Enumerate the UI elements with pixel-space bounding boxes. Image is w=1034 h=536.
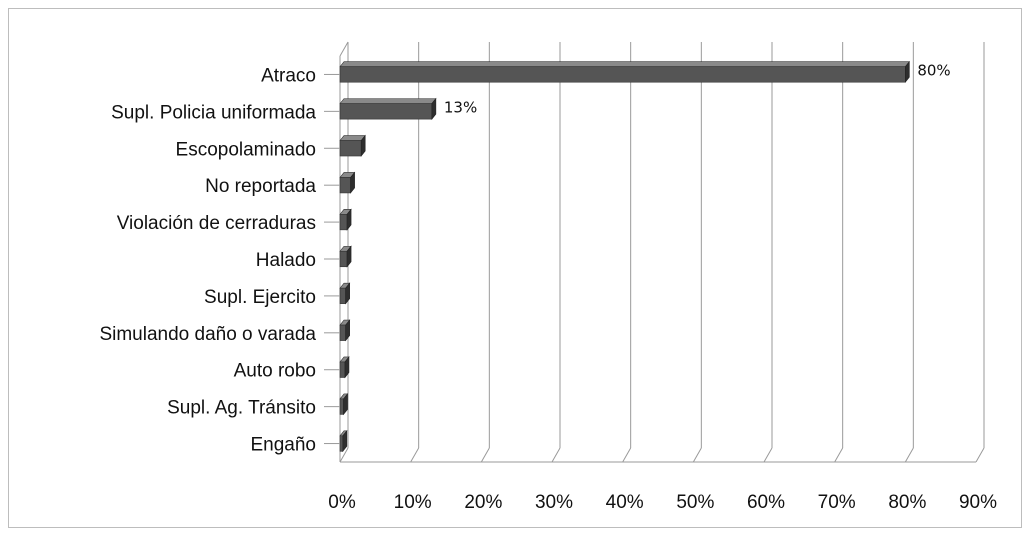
x-tick-label: 60% [747,492,785,513]
gridline-floor-60 [763,447,773,463]
x-tick-label: 30% [535,492,573,513]
category-label: No reportada [205,176,316,197]
x-tick-label: 20% [464,492,502,513]
x-tick-label: 70% [818,492,856,513]
category-label: Supl. Ag. Tránsito [167,398,316,419]
bar-5 [339,208,352,231]
category-label: Halado [256,250,316,271]
bar-3 [339,134,366,157]
bar-front-face [339,214,348,231]
bar-end-face [345,282,350,305]
bar-end-face [350,171,355,194]
category-label: Auto robo [234,361,316,382]
category-label: Simulando daño o varada [99,324,316,345]
bar-end-face [345,319,350,342]
bar-9 [339,356,350,379]
category-label: Violación de cerraduras [117,213,316,234]
bar-top-face [339,98,437,104]
gridline-floor-30 [551,447,561,463]
gridline-floor-70 [834,447,844,463]
x-tick-label: 40% [606,492,644,513]
bar-front-face [339,361,346,378]
gridline-floor-20 [480,447,490,463]
x-tick-label: 10% [394,492,432,513]
gridline-floor-50 [692,447,702,463]
bar-end-face [431,97,437,120]
grid-layer [339,41,985,463]
bar-8 [339,319,351,342]
bar-7 [339,282,351,305]
category-label: Engaño [250,435,316,456]
bar-end-face [905,60,910,84]
x-tick-label: 90% [959,492,997,513]
y-axis-top-edge [339,41,349,57]
bar-end-face [344,356,350,379]
bars [339,60,910,453]
bar-front-face [339,177,351,194]
bar-front-face [339,398,344,415]
bar-2 [339,97,437,120]
gridline-floor-80 [904,447,914,463]
bar-1 [339,60,910,84]
bar-front-face [339,66,906,83]
x-tick-label: 80% [888,492,926,513]
bar-end-face [346,245,352,268]
category-labels: Atraco Supl. Policia uniformada Escopolami… [99,65,340,456]
data-label: 80% [917,61,950,79]
bar-front-face [339,324,346,341]
bar-front-face [339,250,348,268]
gridline-floor-90 [975,447,985,463]
bar-10 [339,393,349,416]
x-tick-label: 0% [328,492,356,513]
bar-front-face [339,103,433,120]
data-labels: 80% 13% [444,61,951,116]
bar-front-face [339,140,362,157]
bar-end-face [346,208,352,231]
bar-4 [339,171,356,194]
bar-11 [339,429,348,453]
category-label: Supl. Ejercito [204,287,316,308]
bar-6 [339,245,352,268]
bar-front-face [339,287,346,304]
chart-frame [8,8,1022,528]
gridline-floor-0 [339,447,349,463]
x-axis-ticks: 0% 10% 20% 30% 40% 50% 60% 70% 80% 90% [328,492,997,513]
gridline-floor-40 [622,447,632,463]
data-label: 13% [444,98,477,116]
gridline-floor-10 [410,447,420,463]
category-label: Atraco [261,65,316,86]
bar-end-face [343,393,348,416]
bar-front-face [339,435,344,452]
bar-top-face [339,61,910,68]
category-label: Supl. Policia uniformada [111,102,316,123]
bar-end-face [342,429,348,453]
category-label: Escopolaminado [176,139,316,160]
bar-end-face [360,134,366,157]
x-tick-label: 50% [676,492,714,513]
